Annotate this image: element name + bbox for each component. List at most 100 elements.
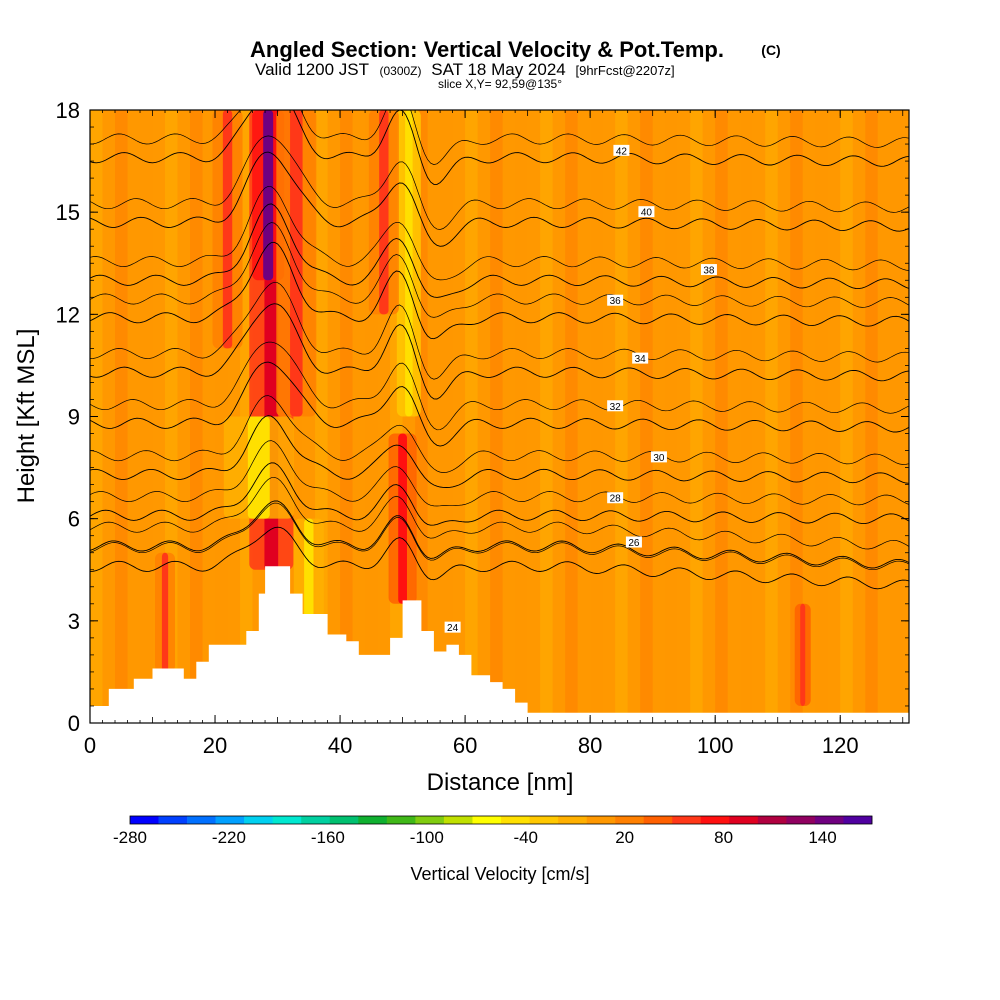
field-stripe bbox=[740, 110, 753, 723]
x-tick-label: 100 bbox=[697, 733, 734, 758]
y-tick-label: 15 bbox=[56, 200, 80, 225]
velocity-feature bbox=[304, 518, 314, 621]
y-axis-label: Height [Kft MSL] bbox=[13, 329, 40, 504]
velocity-feature bbox=[290, 110, 303, 417]
theta-contour-32 bbox=[90, 361, 909, 447]
theta-label-box bbox=[638, 206, 655, 218]
colorbar-swatch bbox=[272, 816, 302, 824]
colorbar-frame bbox=[129, 815, 873, 825]
terrain-mask bbox=[90, 566, 909, 723]
theta-label-box bbox=[607, 400, 624, 412]
theta-label-32: 32 bbox=[610, 402, 622, 413]
theta-contour-34 bbox=[90, 303, 909, 400]
theta-contour-minor bbox=[90, 185, 909, 281]
colorbar-tick-label: -40 bbox=[513, 828, 538, 847]
colorbar-swatch bbox=[329, 816, 359, 824]
theta-label-box bbox=[632, 352, 649, 364]
field-stripe bbox=[590, 110, 603, 723]
colorbar-swatch bbox=[443, 816, 473, 824]
colorbar-tick-label: 20 bbox=[615, 828, 634, 847]
colorbar-swatch bbox=[386, 816, 416, 824]
colorbar-swatch bbox=[757, 816, 787, 824]
colorbar-tick-label: -100 bbox=[410, 828, 444, 847]
colorbar-swatch bbox=[558, 816, 587, 824]
theta-label-24: 24 bbox=[447, 623, 459, 634]
theta-contour-minor bbox=[90, 110, 909, 165]
colorbar-swatch bbox=[843, 816, 873, 824]
theta-contour-38 bbox=[90, 203, 909, 298]
velocity-feature bbox=[161, 552, 169, 672]
velocity-feature bbox=[379, 110, 389, 315]
theta-contour-minor bbox=[90, 222, 909, 318]
colorbar-tick-label: 140 bbox=[808, 828, 836, 847]
field-stripe bbox=[615, 110, 628, 723]
subtitle-valid: Valid 1200 JST bbox=[255, 60, 369, 79]
field-stripe bbox=[640, 110, 653, 723]
theta-contour-26 bbox=[90, 500, 909, 569]
chart-title: Angled Section: Vertical Velocity & Pot.… bbox=[250, 37, 724, 62]
field-stripe bbox=[340, 110, 353, 723]
colorbar-swatch bbox=[301, 816, 331, 824]
theta-contour-minor bbox=[90, 440, 909, 507]
theta-label-box bbox=[607, 492, 624, 504]
velocity-feature bbox=[247, 416, 270, 519]
field-stripe bbox=[190, 110, 203, 723]
theta-contour-40 bbox=[90, 151, 909, 247]
colorbar-swatch bbox=[786, 816, 816, 824]
velocity-feature bbox=[222, 110, 233, 349]
theta-contour-labels: 24 26 28 30 32 34 36 38 40 42 bbox=[444, 144, 717, 634]
theta-contour-36 bbox=[90, 241, 909, 340]
colorbar-title: Vertical Velocity [cm/s] bbox=[410, 864, 589, 884]
colorbar-swatch bbox=[472, 816, 502, 824]
theta-label-box bbox=[444, 621, 461, 633]
x-tick-label: 60 bbox=[453, 733, 477, 758]
colorbar-swatch bbox=[158, 816, 188, 824]
field-stripe bbox=[465, 110, 478, 723]
slice-label: slice X,Y= 92,59@135° bbox=[438, 77, 562, 91]
velocity-feature bbox=[263, 110, 274, 281]
colorbar-swatch bbox=[244, 816, 273, 824]
colorbar-swatch bbox=[643, 816, 673, 824]
colorbar-swatch bbox=[130, 816, 159, 824]
field-stripe bbox=[490, 110, 503, 723]
velocity-field bbox=[90, 110, 909, 723]
colorbar-swatch bbox=[358, 816, 388, 824]
field-stripe bbox=[890, 110, 903, 723]
theta-contour-minor bbox=[90, 395, 909, 473]
subtitle-forecast: [9hrFcst@2207z] bbox=[575, 63, 674, 78]
theta-contour-42 bbox=[90, 110, 909, 185]
colorbar-swatch bbox=[415, 816, 445, 824]
theta-label-26: 26 bbox=[628, 538, 640, 549]
colorbar-swatch bbox=[615, 816, 644, 824]
x-tick-label: 40 bbox=[328, 733, 352, 758]
field-stripe bbox=[515, 110, 528, 723]
y-tick-label: 18 bbox=[56, 98, 80, 123]
colorbar-swatch bbox=[586, 816, 616, 824]
theta-label-box bbox=[613, 144, 630, 156]
velocity-feature bbox=[800, 603, 806, 706]
colorbar: -280 -220 -160 -100 -40 20 80 140 bbox=[113, 815, 873, 847]
theta-contour-minor bbox=[90, 341, 909, 431]
field-stripe bbox=[565, 110, 578, 723]
colorbar-swatch bbox=[700, 816, 730, 824]
theta-contour-28 bbox=[90, 462, 909, 526]
theta-contour-minor bbox=[90, 476, 909, 550]
field-stripe bbox=[115, 110, 128, 723]
x-tick-label: 120 bbox=[822, 733, 859, 758]
theta-label-30: 30 bbox=[653, 453, 665, 464]
theta-label-28: 28 bbox=[610, 494, 622, 505]
x-axis-label: Distance [nm] bbox=[427, 769, 574, 796]
colorbar-tick-label: -160 bbox=[311, 828, 345, 847]
field-stripe bbox=[815, 110, 828, 723]
colorbar-swatch bbox=[672, 816, 702, 824]
theta-label-box bbox=[607, 294, 624, 306]
theta-label-box bbox=[700, 264, 717, 276]
theta-label-42: 42 bbox=[616, 146, 628, 157]
y-tick-label: 12 bbox=[56, 302, 80, 327]
y-tick-label: 6 bbox=[68, 507, 80, 532]
x-tick-label: 20 bbox=[203, 733, 227, 758]
theta-contour-30 bbox=[90, 415, 909, 488]
field-stripe bbox=[665, 110, 678, 723]
